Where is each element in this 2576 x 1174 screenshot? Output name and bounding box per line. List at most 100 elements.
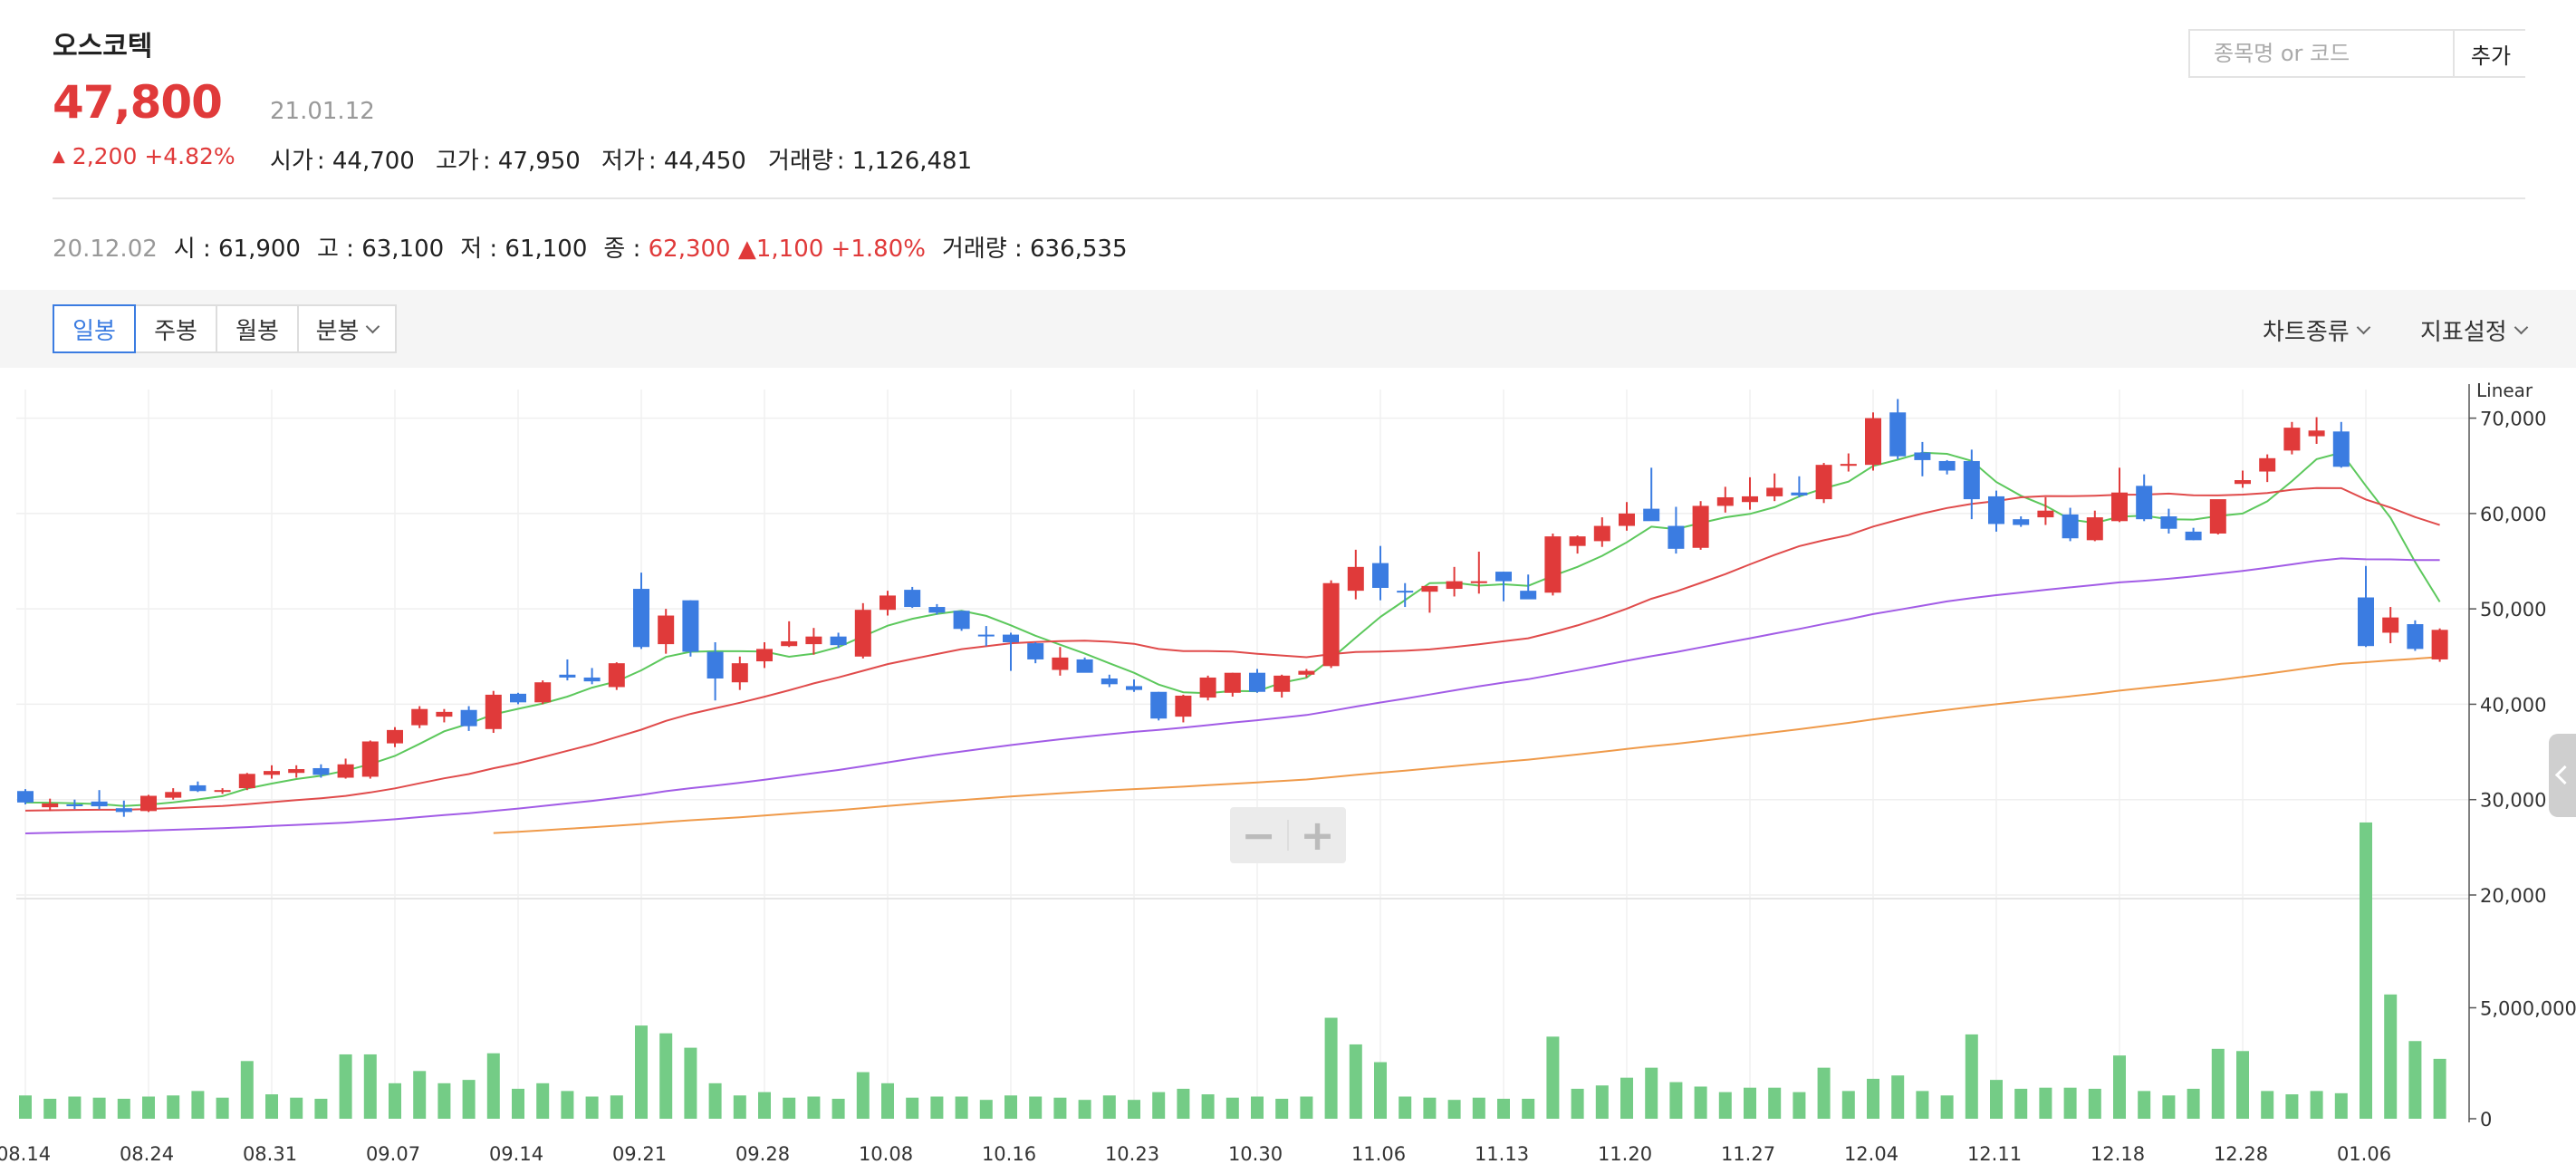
candle-body[interactable] [2308,430,2325,437]
volume-bar[interactable] [2138,1091,2151,1119]
candle-body[interactable] [1840,464,1857,467]
candle-body[interactable] [830,636,847,646]
volume-bar[interactable] [659,1033,673,1119]
candle-body[interactable] [2358,597,2374,647]
volume-bar[interactable] [1152,1092,1166,1119]
candle-body[interactable] [312,767,330,775]
volume-bar[interactable] [561,1091,574,1119]
volume-bar[interactable] [1201,1094,1215,1119]
volume-bar[interactable] [1571,1088,1584,1119]
volume-bar[interactable] [216,1097,229,1119]
candle-body[interactable] [1938,460,1956,471]
volume-bar[interactable] [314,1098,328,1119]
volume-bar[interactable] [585,1096,599,1120]
volume-bar[interactable] [906,1097,919,1119]
candle-body[interactable] [1988,496,2004,524]
volume-bar[interactable] [1029,1096,1043,1120]
volume-bar[interactable] [1965,1034,1978,1119]
volume-bar[interactable] [1102,1095,1116,1119]
candle-body[interactable] [2382,617,2399,633]
candle-body[interactable] [1791,492,1808,496]
candle-body[interactable] [66,804,83,806]
volume-bar[interactable] [2408,1041,2422,1119]
volume-bar[interactable] [1472,1097,1485,1119]
candle-body[interactable] [2013,519,2030,525]
candle-body[interactable] [165,792,182,798]
candle-body[interactable] [238,774,255,789]
volume-bar[interactable] [486,1053,500,1119]
stock-search-input[interactable] [2190,31,2453,76]
candle-body[interactable] [658,615,675,645]
volume-bar[interactable] [684,1047,697,1119]
candle-body[interactable] [1914,452,1931,460]
candle-body[interactable] [460,709,477,727]
candle-body[interactable] [2332,431,2350,467]
candle-body[interactable] [115,808,132,813]
volume-bar[interactable] [1423,1097,1437,1119]
volume-bar[interactable] [979,1100,993,1119]
candle-body[interactable] [1372,563,1389,588]
candle-body[interactable] [879,595,896,611]
indicator-settings-dropdown[interactable]: 지표설정 [2420,313,2528,347]
volume-bar[interactable] [758,1092,771,1119]
volume-bar[interactable] [117,1098,130,1119]
candle-body[interactable] [1742,496,1758,503]
volume-bar[interactable] [2433,1058,2446,1119]
candle-body[interactable] [805,636,822,645]
volume-bar[interactable] [1128,1100,1140,1119]
candle-body[interactable] [2259,457,2276,472]
volume-bar[interactable] [2384,994,2398,1119]
candle-body[interactable] [1274,675,1291,692]
volume-bar[interactable] [1940,1095,1954,1119]
candle-body[interactable] [1249,672,1265,692]
candle-body[interactable] [1544,536,1562,593]
volume-bar[interactable] [1595,1085,1609,1119]
side-panel-toggle[interactable] [2549,734,2576,817]
volume-bar[interactable] [1916,1091,1929,1119]
candle-body[interactable] [1520,591,1537,600]
candle-body[interactable] [1815,465,1832,500]
candle-body[interactable] [2209,499,2226,534]
candle-body[interactable] [633,589,649,648]
candle-body[interactable] [2160,516,2177,529]
candle-body[interactable] [2185,531,2202,541]
volume-bar[interactable] [2211,1048,2225,1119]
candle-body[interactable] [2111,492,2128,522]
candle-body[interactable] [1643,508,1660,522]
volume-bar[interactable] [2360,822,2372,1119]
candle-body[interactable] [1224,672,1241,693]
candle-body[interactable] [781,640,798,647]
volume-bar[interactable] [783,1097,796,1119]
candle-body[interactable] [1175,695,1192,717]
candle-body[interactable] [2062,514,2079,539]
period-minute-dropdown[interactable]: 분봉 [297,304,397,353]
candle-body[interactable] [1593,525,1610,542]
candle-body[interactable] [140,795,157,812]
volume-bar[interactable] [1867,1078,1879,1119]
volume-bar[interactable] [2334,1092,2348,1119]
candle-body[interactable] [1716,496,1734,506]
chart-type-dropdown[interactable]: 차트종류 [2263,313,2370,347]
volume-bar[interactable] [881,1083,894,1119]
candle-body[interactable] [1101,678,1118,685]
period-weekly-button[interactable]: 주봉 [134,304,217,353]
volume-bar[interactable] [2285,1094,2299,1119]
zoom-out-button[interactable]: − [1241,811,1276,860]
candle-body[interactable] [1865,418,1881,466]
candle-body[interactable] [1298,670,1315,675]
volume-bar[interactable] [1841,1091,1855,1119]
volume-bar[interactable] [1768,1087,1782,1119]
candle-body[interactable] [337,764,354,778]
volume-bar[interactable] [831,1098,845,1119]
volume-bar[interactable] [1620,1077,1633,1119]
volume-bar[interactable] [1374,1062,1387,1119]
volume-bar[interactable] [1447,1100,1461,1119]
candle-body[interactable] [17,791,34,803]
volume-bar[interactable] [167,1095,180,1119]
candle-body[interactable] [436,711,453,717]
volume-bar[interactable] [1718,1092,1732,1119]
volume-bar[interactable] [1522,1098,1535,1119]
volume-bar[interactable] [68,1096,82,1120]
candle-body[interactable] [1076,659,1093,673]
volume-bar[interactable] [2063,1087,2077,1119]
